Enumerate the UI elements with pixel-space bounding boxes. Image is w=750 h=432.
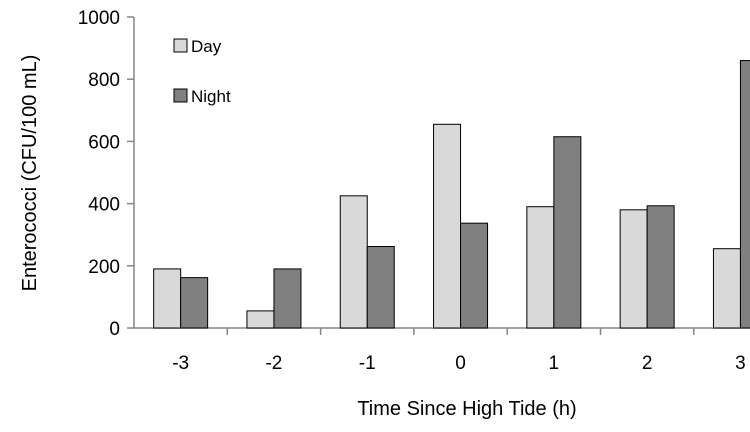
legend-swatch-night xyxy=(173,88,188,103)
y-tick-label: 800 xyxy=(88,70,120,91)
y-tick-label: 200 xyxy=(88,257,120,278)
x-tick-label: 2 xyxy=(642,353,653,374)
y-tick-label: 400 xyxy=(88,195,120,216)
legend-label-night: Night xyxy=(191,87,231,106)
bar-day-2 xyxy=(619,209,648,329)
bar-day-0 xyxy=(433,123,462,329)
bar-day-3 xyxy=(712,248,741,329)
bars xyxy=(153,60,750,329)
x-tick-label: -2 xyxy=(265,353,282,374)
bar-night-0 xyxy=(460,222,489,329)
x-axis-title: Time Since High Tide (h) xyxy=(357,398,576,420)
bar-day-1 xyxy=(526,206,555,329)
bar-day--2 xyxy=(246,310,275,329)
y-axis-title: Enterococci (CFU/100 mL) xyxy=(19,55,41,292)
bar-night--3 xyxy=(180,277,209,329)
y-tick-label: 600 xyxy=(88,132,120,153)
x-tick-label: -1 xyxy=(359,353,376,374)
legend: Day Night xyxy=(173,37,231,106)
y-tick-label: 1000 xyxy=(78,8,120,29)
x-axis: -3 -2 -1 0 1 2 3 xyxy=(134,327,750,374)
bar-day--1 xyxy=(339,195,368,329)
bar-night--2 xyxy=(273,268,302,329)
x-tick-label: 1 xyxy=(549,353,560,374)
bar-day--3 xyxy=(153,268,182,329)
legend-label-day: Day xyxy=(191,37,222,56)
bar-night-2 xyxy=(646,205,675,329)
y-axis: 0 200 400 600 800 1000 xyxy=(78,8,135,340)
x-tick-label: -3 xyxy=(172,353,189,374)
x-tick-label: 0 xyxy=(455,353,466,374)
x-tick-label: 3 xyxy=(735,353,746,374)
bar-night-1 xyxy=(553,136,582,329)
bar-night--1 xyxy=(366,246,395,329)
y-tick-label: 0 xyxy=(109,319,120,340)
legend-swatch-day xyxy=(173,38,188,53)
bar-night-3 xyxy=(739,60,750,329)
